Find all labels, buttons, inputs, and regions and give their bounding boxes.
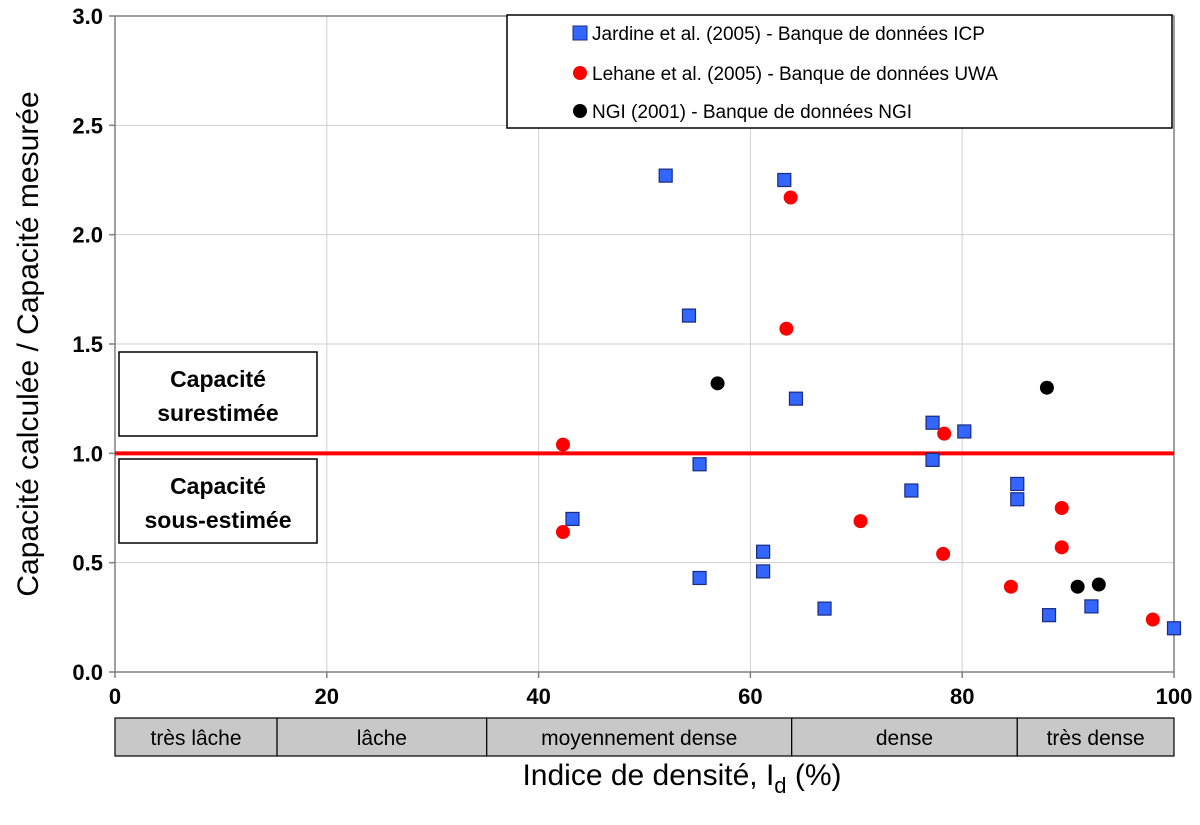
data-point-square: [756, 544, 771, 559]
density-class-cell: [791, 717, 1018, 757]
data-point-square: [925, 415, 940, 430]
legend-label-icp: Jardine et al. (2005) - Banque de donnée…: [592, 24, 985, 45]
x-tick-label: 0: [109, 684, 121, 709]
data-point-square: [1041, 608, 1057, 623]
data-point-circle: [1070, 579, 1085, 594]
density-class-label: lâche: [357, 727, 407, 750]
data-point-square: [817, 601, 832, 616]
y-tick-label: 1.0: [72, 441, 103, 466]
y-tick-label: 0.0: [72, 660, 103, 685]
density-class-label: très dense: [1047, 727, 1145, 750]
y-axis: 0.0 0.5 1.0 1.5 2.0 2.5 3.0: [72, 4, 115, 685]
x-tick-label: 60: [738, 684, 762, 709]
data-point-square: [925, 452, 940, 467]
data-point-circle: [1054, 501, 1069, 515]
data-point-square: [1010, 492, 1025, 507]
data-point-square: [692, 570, 707, 586]
x-tick-label: 80: [950, 684, 974, 709]
data-point-square: [565, 511, 580, 527]
x-tick-label: 100: [1156, 684, 1193, 709]
data-point-square: [777, 172, 792, 188]
data-point-square: [692, 457, 707, 472]
density-class-label: moyennement dense: [541, 727, 737, 750]
legend-marker-uwa: [573, 66, 587, 80]
data-point-square: [904, 483, 919, 498]
data-point-square: [681, 308, 697, 323]
data-point-circle: [1091, 577, 1106, 592]
data-point-circle: [1054, 540, 1069, 555]
data-point-circle: [937, 426, 952, 441]
y-tick-label: 0.5: [72, 551, 103, 576]
legend-marker-icp: [572, 25, 588, 41]
annotation-under-line2: sous-estimée: [144, 507, 291, 533]
legend-label-ngi: NGI (2001) - Banque de données NGI: [592, 102, 912, 123]
data-point-square: [1084, 599, 1099, 614]
data-point-square: [756, 564, 771, 579]
density-class-cell: [114, 717, 278, 757]
data-point-square: [788, 391, 804, 406]
x-tick-label: 20: [315, 684, 339, 709]
data-point-circle: [936, 546, 951, 561]
series-0: [565, 168, 1182, 636]
data-points: [555, 168, 1182, 636]
annotation-under-line1: Capacité: [170, 473, 266, 499]
data-point-square: [658, 168, 673, 183]
y-tick-label: 1.5: [72, 332, 103, 357]
data-point-square: [1010, 476, 1025, 492]
data-point-circle: [710, 376, 725, 391]
data-point-circle: [853, 514, 868, 529]
annotation-underestimated: Capacité sous-estimée: [118, 458, 318, 544]
density-class-bar: très lâche lâche moyennement dense dense trè…: [114, 717, 1175, 757]
data-point-circle: [555, 525, 570, 540]
y-tick-label: 2.5: [72, 113, 103, 138]
density-class-label: dense: [876, 727, 933, 750]
series-2: [710, 376, 1106, 594]
annotation-overestimated: Capacité surestimée: [118, 351, 318, 437]
data-point-circle: [1003, 579, 1018, 594]
y-tick-label: 2.0: [72, 223, 103, 248]
y-tick-label: 3.0: [72, 4, 103, 29]
data-point-square: [1166, 621, 1182, 636]
data-point-circle: [555, 437, 570, 452]
data-point-circle: [1039, 380, 1054, 395]
x-axis: 0 20 40 60 80 100: [109, 672, 1192, 709]
annotation-over-line1: Capacité: [170, 366, 266, 392]
x-tick-label: 40: [526, 684, 550, 709]
data-point-square: [957, 424, 972, 439]
data-point-circle: [779, 321, 794, 336]
x-axis-label: Indice de densité, Id (%): [522, 759, 841, 798]
data-point-circle: [783, 190, 798, 205]
density-class-cell: [276, 717, 488, 757]
annotation-over-line2: surestimée: [157, 400, 278, 426]
density-class-label: très lâche: [150, 727, 241, 750]
series-1: [555, 190, 1160, 627]
legend: Jardine et al. (2005) - Banque de donnée…: [506, 14, 1173, 129]
legend-marker-ngi: [573, 104, 587, 118]
legend-label-uwa: Lehane et al. (2005) - Banque de données…: [592, 64, 998, 85]
data-point-circle: [1145, 612, 1160, 627]
y-axis-label: Capacité calculée / Capacité mesurée: [12, 91, 45, 596]
density-class-cell: [1016, 717, 1175, 757]
